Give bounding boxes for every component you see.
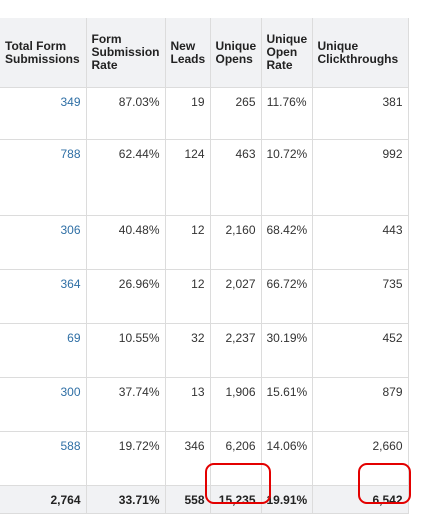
- unique-opens-cell: 2,027: [210, 269, 262, 324]
- table-row: 788 62.44% 124 463 10.72% 992: [0, 139, 409, 216]
- unique-opens-cell: 6,206: [210, 431, 262, 486]
- table-row: 364 26.96% 12 2,027 66.72% 735: [0, 269, 409, 324]
- email-stats-table: Total Form Submissions Form Submission R…: [0, 18, 409, 514]
- form-submissions-link[interactable]: 306: [0, 215, 87, 270]
- form-submission-rate-cell: 62.44%: [86, 139, 166, 216]
- unique-opens-cell: 2,160: [210, 215, 262, 270]
- email-stats-table-container: Total Form Submissions Form Submission R…: [0, 18, 409, 514]
- unique-opens-cell: 265: [210, 87, 262, 140]
- header-new-leads[interactable]: New Leads: [165, 18, 211, 88]
- unique-opens-total-highlight: [205, 463, 271, 504]
- form-submission-rate-cell: 19.72%: [86, 431, 166, 486]
- form-submission-rate-total: 33.71%: [86, 485, 166, 514]
- unique-opens-cell: 2,237: [210, 323, 262, 378]
- unique-clickthroughs-cell: 443: [312, 215, 409, 270]
- new-leads-cell: 346: [165, 431, 211, 486]
- header-unique-clickthroughs[interactable]: Unique Clickthroughs: [312, 18, 409, 88]
- unique-clickthroughs-cell: 879: [312, 377, 409, 432]
- table-row: 349 87.03% 19 265 11.76% 381: [0, 87, 409, 140]
- form-submissions-link[interactable]: 788: [0, 139, 87, 216]
- header-total-form-submissions[interactable]: Total Form Submissions: [0, 18, 87, 88]
- unique-opens-cell: 1,906: [210, 377, 262, 432]
- form-submissions-link[interactable]: 69: [0, 323, 87, 378]
- table-row: 588 19.72% 346 6,206 14.06% 2,660: [0, 431, 409, 486]
- form-submission-rate-cell: 26.96%: [86, 269, 166, 324]
- form-submission-rate-cell: 37.74%: [86, 377, 166, 432]
- new-leads-cell: 12: [165, 269, 211, 324]
- unique-open-rate-cell: 66.72%: [261, 269, 313, 324]
- new-leads-total: 558: [165, 485, 211, 514]
- unique-opens-total: 15,235: [210, 485, 262, 514]
- new-leads-cell: 19: [165, 87, 211, 140]
- header-form-submission-rate[interactable]: Form Submission Rate: [86, 18, 166, 88]
- unique-open-rate-cell: 30.19%: [261, 323, 313, 378]
- new-leads-cell: 13: [165, 377, 211, 432]
- unique-open-rate-cell: 15.61%: [261, 377, 313, 432]
- unique-clickthroughs-cell: 452: [312, 323, 409, 378]
- form-submissions-link[interactable]: 364: [0, 269, 87, 324]
- table-row: 300 37.74% 13 1,906 15.61% 879: [0, 377, 409, 432]
- header-unique-open-rate[interactable]: Unique Open Rate: [261, 18, 313, 88]
- total-form-submissions-total: 2,764: [0, 485, 87, 514]
- unique-clickthroughs-cell: 735: [312, 269, 409, 324]
- unique-clickthroughs-total-highlight: [358, 463, 411, 504]
- table-row: 306 40.48% 12 2,160 68.42% 443: [0, 215, 409, 270]
- form-submission-rate-cell: 87.03%: [86, 87, 166, 140]
- header-unique-opens[interactable]: Unique Opens: [210, 18, 262, 88]
- new-leads-cell: 32: [165, 323, 211, 378]
- form-submission-rate-cell: 40.48%: [86, 215, 166, 270]
- unique-open-rate-cell: 11.76%: [261, 87, 313, 140]
- unique-open-rate-cell: 10.72%: [261, 139, 313, 216]
- new-leads-cell: 124: [165, 139, 211, 216]
- form-submissions-link[interactable]: 349: [0, 87, 87, 140]
- form-submission-rate-cell: 10.55%: [86, 323, 166, 378]
- form-submissions-link[interactable]: 588: [0, 431, 87, 486]
- totals-row: 2,764 33.71% 558 15,235 19.91% 6,542: [0, 485, 409, 514]
- form-submissions-link[interactable]: 300: [0, 377, 87, 432]
- unique-open-rate-cell: 68.42%: [261, 215, 313, 270]
- table-row: 69 10.55% 32 2,237 30.19% 452: [0, 323, 409, 378]
- unique-clickthroughs-cell: 992: [312, 139, 409, 216]
- unique-clickthroughs-cell: 2,660: [312, 431, 409, 486]
- table-header-row: Total Form Submissions Form Submission R…: [0, 18, 409, 88]
- unique-opens-cell: 463: [210, 139, 262, 216]
- unique-clickthroughs-cell: 381: [312, 87, 409, 140]
- new-leads-cell: 12: [165, 215, 211, 270]
